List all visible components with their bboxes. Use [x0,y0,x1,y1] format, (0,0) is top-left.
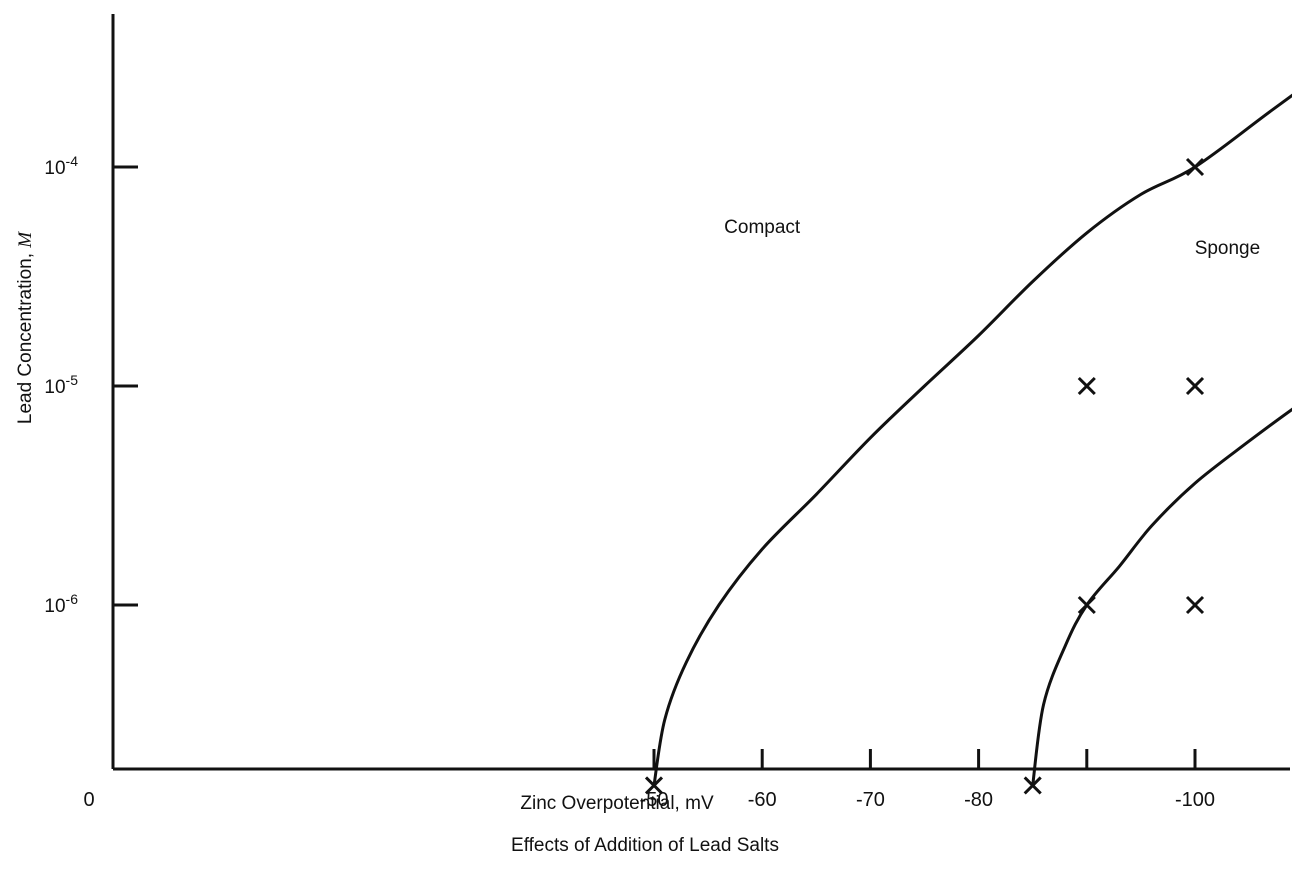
chart-caption: Effects of Addition of Lead Salts [511,835,779,856]
x-ticks: -50-60-70-80-100-120-140 [640,749,1215,811]
boundary-curve [1031,407,1292,786]
x-tick-label: -50 [640,789,669,811]
data-point-x-marker [1077,376,1096,396]
y-axis-title: Lead Concentration, M [15,231,36,424]
y-axis-title-text: Lead Concentration, [15,253,36,424]
x-tick-label: -80 [964,789,993,811]
boundary-curve [652,93,1292,786]
data-point-x-marker [1023,776,1042,795]
data-point-x-marker [1185,376,1205,396]
data-point-x-marker [644,776,664,795]
data-point-x-marker [1185,157,1205,177]
region-labels: CompactSpongeDendrites [724,217,1261,259]
region-label: Sponge [1195,238,1261,259]
data-points [644,157,1205,795]
x-axis-title: Zinc Overpotential, mV [520,793,714,814]
y-axis-title-unit: M [15,231,36,249]
y-tick-label: 10-4 [44,153,78,179]
y-ticks: 10-4 10-5 10-6 [44,153,138,617]
data-point-x-marker [1185,595,1205,615]
y-tick-label: 10-5 [44,372,78,398]
x-tick-label: -100 [1175,789,1215,811]
region-label: Compact [724,217,801,238]
data-point-x-marker [1077,595,1096,615]
origin-label: 0 [83,789,94,811]
x-tick-label: -70 [856,789,885,811]
boundary-curves [652,93,1292,786]
y-tick-label: 10-6 [44,591,78,617]
axes [111,14,1290,771]
x-tick-label: -60 [748,789,777,811]
